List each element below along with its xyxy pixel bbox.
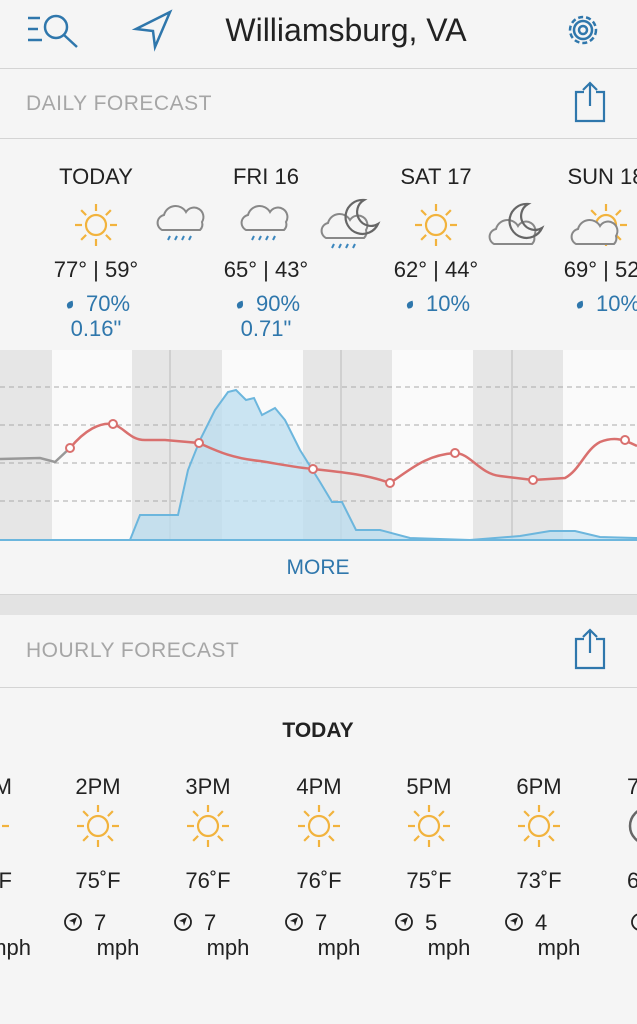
day-name: FRI 16 bbox=[232, 164, 300, 189]
wind-icon bbox=[285, 913, 303, 931]
cloud-icon bbox=[240, 205, 289, 241]
day-name: TODAY bbox=[59, 164, 133, 189]
hour-wind: 4 bbox=[535, 910, 548, 935]
hour-wind-unit: mph bbox=[537, 935, 581, 960]
location-title: Williamsburg, VA bbox=[225, 12, 467, 48]
hour-time: 2PM bbox=[75, 774, 121, 799]
sun-icon bbox=[518, 805, 560, 847]
drop-icon bbox=[576, 300, 584, 309]
moon-icon bbox=[508, 202, 545, 240]
wind-icon bbox=[395, 913, 413, 931]
hour-wind: 5 bbox=[425, 910, 438, 935]
sun-icon bbox=[187, 805, 229, 847]
day-temps: 62° | 44° bbox=[393, 257, 479, 282]
day-precip-amount: 0.16" bbox=[70, 316, 122, 341]
hour-temp: 75˚F bbox=[75, 868, 121, 893]
forecast-graph bbox=[0, 350, 637, 542]
day-temps: 69° | 52° bbox=[563, 257, 637, 282]
hour-time: 3PM bbox=[185, 774, 231, 799]
day-name: SUN 18 bbox=[567, 164, 637, 189]
settings-icon[interactable] bbox=[568, 15, 598, 45]
section-title: DAILY FORECAST bbox=[26, 92, 212, 115]
wind-icon bbox=[174, 913, 192, 931]
drop-icon bbox=[66, 300, 74, 309]
cloud-icon bbox=[156, 205, 205, 241]
hour-wind-unit: mph bbox=[96, 935, 140, 960]
hour-wind-unit: mph bbox=[0, 935, 31, 960]
wind-icon bbox=[64, 913, 82, 931]
hour-temp: 76˚F bbox=[296, 868, 342, 893]
day-precip: 10% bbox=[595, 291, 637, 316]
day-precip: 70% bbox=[85, 291, 131, 316]
hour-time: 6PM bbox=[516, 774, 562, 799]
sun-icon bbox=[75, 204, 117, 246]
day-temps: 65° | 43° bbox=[223, 257, 309, 282]
hourly-day: TODAY bbox=[282, 719, 354, 742]
location-icon[interactable] bbox=[131, 9, 173, 52]
hour-time: M bbox=[0, 774, 12, 799]
sun-icon bbox=[415, 204, 457, 246]
sun-icon bbox=[77, 805, 119, 847]
drop-icon bbox=[236, 300, 244, 309]
wind-icon bbox=[505, 913, 523, 931]
section-divider bbox=[0, 595, 637, 615]
day-precip-amount: 0.71" bbox=[240, 316, 292, 341]
share-icon[interactable] bbox=[574, 628, 606, 670]
hour-wind-unit: mph bbox=[427, 935, 471, 960]
hour-time: 5PM bbox=[406, 774, 452, 799]
hour-wind: 7 bbox=[94, 910, 107, 935]
sun-icon bbox=[408, 805, 450, 847]
day-name: SAT 17 bbox=[400, 164, 472, 189]
cloud-icon bbox=[320, 213, 369, 249]
day-temps: 77° | 59° bbox=[53, 257, 139, 282]
hour-time: 4PM bbox=[296, 774, 342, 799]
moon-icon bbox=[344, 198, 381, 236]
day-precip: 90% bbox=[255, 291, 301, 316]
drop-icon bbox=[406, 300, 414, 309]
search-icon[interactable] bbox=[28, 14, 78, 48]
hour-wind: 7 bbox=[204, 910, 217, 935]
sun-icon bbox=[298, 805, 340, 847]
hour-wind: 7 bbox=[315, 910, 328, 935]
more-button[interactable]: MORE bbox=[286, 556, 350, 579]
partial-icon bbox=[2, 810, 637, 931]
hour-temp: 73˚F bbox=[516, 868, 562, 893]
hour-time: 7 bbox=[627, 774, 637, 799]
section-title: HOURLY FORECAST bbox=[26, 639, 240, 662]
hour-temp: 76˚F bbox=[185, 868, 231, 893]
hour-temp: F bbox=[0, 868, 12, 893]
day-precip: 10% bbox=[425, 291, 471, 316]
hour-temp: 6 bbox=[627, 868, 637, 893]
hour-wind-unit: mph bbox=[317, 935, 361, 960]
hour-wind-unit: mph bbox=[206, 935, 250, 960]
share-icon[interactable] bbox=[574, 81, 606, 123]
cloud-icon bbox=[570, 219, 619, 245]
hour-temp: 75˚F bbox=[406, 868, 452, 893]
